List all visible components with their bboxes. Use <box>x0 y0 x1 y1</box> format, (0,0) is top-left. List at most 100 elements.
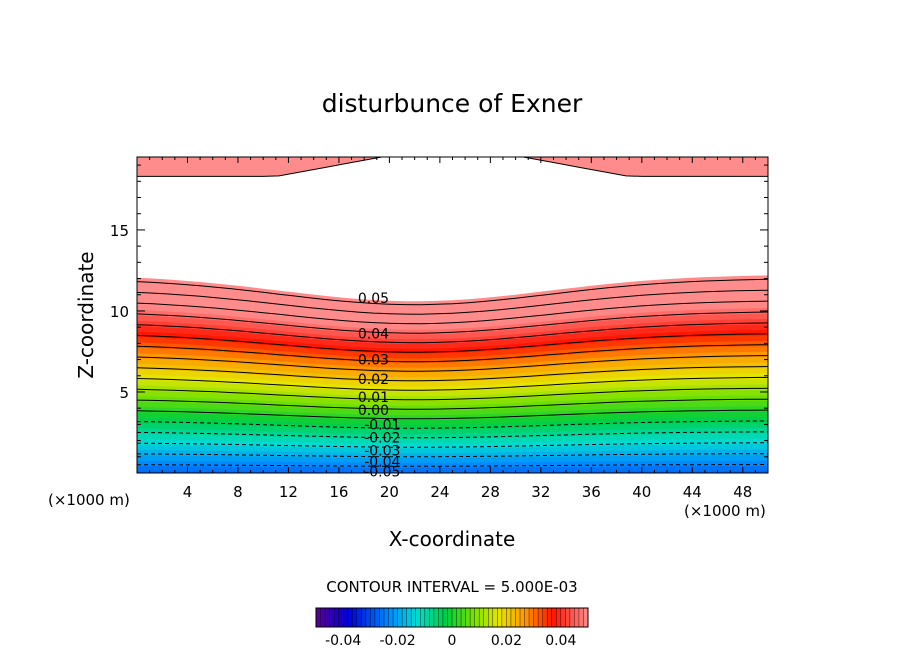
colorbar-swatch <box>578 608 584 627</box>
colorbar-swatch <box>492 608 498 627</box>
colorbar-swatch <box>397 608 403 627</box>
colorbar-swatch <box>343 608 349 627</box>
colorbar-swatch <box>316 608 321 627</box>
y-tick-label: 15 <box>110 222 129 240</box>
y-axis-label: Z-coordinate <box>74 251 98 378</box>
contour-label: -0.05 <box>364 464 400 480</box>
colorbar-swatch <box>524 608 530 627</box>
x-tick-label: 24 <box>430 483 449 501</box>
contour-labels: 0.050.040.030.020.010.00-0.01-0.02-0.03-… <box>358 291 401 480</box>
contour-label: 0.04 <box>358 327 389 343</box>
colorbar-swatch <box>320 608 326 627</box>
colorbar-swatch <box>325 608 330 627</box>
contour-line <box>137 322 768 344</box>
x-tick-label: 36 <box>582 483 601 501</box>
x-unit-label-left: (×1000 m) <box>48 491 130 509</box>
contour-label: 0.01 <box>358 390 389 406</box>
colorbar-swatch <box>370 608 376 627</box>
contour-band <box>137 466 768 473</box>
contour-line <box>137 387 768 401</box>
x-unit-label-right: (×1000 m) <box>684 502 766 520</box>
colorbar-swatch <box>438 608 444 627</box>
colorbar-swatch <box>560 608 566 627</box>
colorbar-swatch <box>388 608 394 627</box>
contour-label: -0.02 <box>364 430 400 446</box>
colorbar-swatch <box>556 608 562 627</box>
x-tick-label: 16 <box>329 483 348 501</box>
colorbar-swatch <box>510 608 516 627</box>
colorbar-swatch <box>338 608 344 627</box>
colorbar-swatch <box>411 608 417 627</box>
contour-line <box>137 442 768 448</box>
upper-disturbance-region <box>137 157 768 177</box>
x-tick-label: 44 <box>683 483 702 501</box>
colorbar-swatch <box>361 608 367 627</box>
colorbar-swatch <box>384 608 389 627</box>
colorbar-swatch <box>533 608 539 627</box>
x-tick-label: 40 <box>632 483 651 501</box>
colorbar-tick-label: 0.02 <box>491 633 522 649</box>
y-tick-label: 5 <box>119 384 129 402</box>
colorbar-swatch <box>547 608 553 627</box>
contour-label: -0.03 <box>364 443 400 459</box>
contour-line <box>137 398 768 410</box>
colorbar-tick-label: 0 <box>448 633 457 649</box>
contour-line <box>137 420 768 429</box>
contour-line <box>137 333 768 353</box>
colorbar-swatch <box>424 608 430 627</box>
y-axis: 5 10 15 <box>110 164 768 458</box>
contour-line <box>137 311 768 334</box>
colorbar-swatch <box>352 608 358 627</box>
colorbar-swatch <box>520 608 525 627</box>
colorbar-swatch <box>529 608 534 627</box>
colorbar: -0.04 -0.02 0 0.02 0.04 <box>315 607 589 649</box>
colorbar-swatch <box>447 608 453 627</box>
x-tick-label: 12 <box>279 483 298 501</box>
contour-line <box>137 289 768 315</box>
colorbar-swatch <box>415 608 421 627</box>
colorbar-swatch <box>433 608 439 627</box>
colorbar-swatch <box>569 608 575 627</box>
contour-interval-note: CONTOUR INTERVAL = 5.000E-03 <box>326 578 577 596</box>
colorbar-swatch <box>365 608 371 627</box>
contour-line <box>137 355 768 372</box>
colorbar-swatch <box>461 608 466 627</box>
colorbar-swatch <box>488 608 494 627</box>
contour-band <box>137 473 768 477</box>
x-tick-label: 20 <box>380 483 399 501</box>
colorbar-swatch <box>456 608 462 627</box>
contour-lines <box>137 278 768 467</box>
colorbar-swatch <box>393 608 398 627</box>
colorbar-swatch <box>542 608 548 627</box>
contour-line <box>137 300 768 325</box>
colorbar-swatch <box>474 608 480 627</box>
colorbar-swatch <box>452 608 457 627</box>
colorbar-swatch <box>479 608 485 627</box>
y-tick-label: 10 <box>110 303 129 321</box>
colorbar-swatch <box>551 608 557 627</box>
colorbar-swatch <box>574 608 580 627</box>
contour-line <box>137 431 768 439</box>
x-tick-label: 48 <box>733 483 752 501</box>
x-tick-label: 28 <box>481 483 500 501</box>
colorbar-swatch <box>374 608 380 627</box>
x-axis: 4 8 12 16 20 24 28 32 36 40 44 48 <box>149 157 756 501</box>
colorbar-swatch <box>429 608 435 627</box>
colorbar-tick-label: -0.02 <box>379 633 415 649</box>
colorbar-swatch <box>538 608 543 627</box>
colorbar-tick-label: 0.04 <box>545 633 576 649</box>
contour-line <box>137 278 768 306</box>
colorbar-swatch <box>465 608 471 627</box>
contour-label: -0.01 <box>364 417 400 433</box>
x-tick-label: 32 <box>531 483 550 501</box>
colorbar-swatch <box>470 608 475 627</box>
contour-line <box>137 464 768 467</box>
contour-label: 0.02 <box>358 372 389 388</box>
contour-label: 0.05 <box>358 291 389 307</box>
contour-line <box>137 366 768 382</box>
colorbar-swatch <box>334 608 339 627</box>
colorbar-tick-label: -0.04 <box>325 633 361 649</box>
colorbar-swatch <box>356 608 362 627</box>
colorbar-swatch <box>329 608 335 627</box>
